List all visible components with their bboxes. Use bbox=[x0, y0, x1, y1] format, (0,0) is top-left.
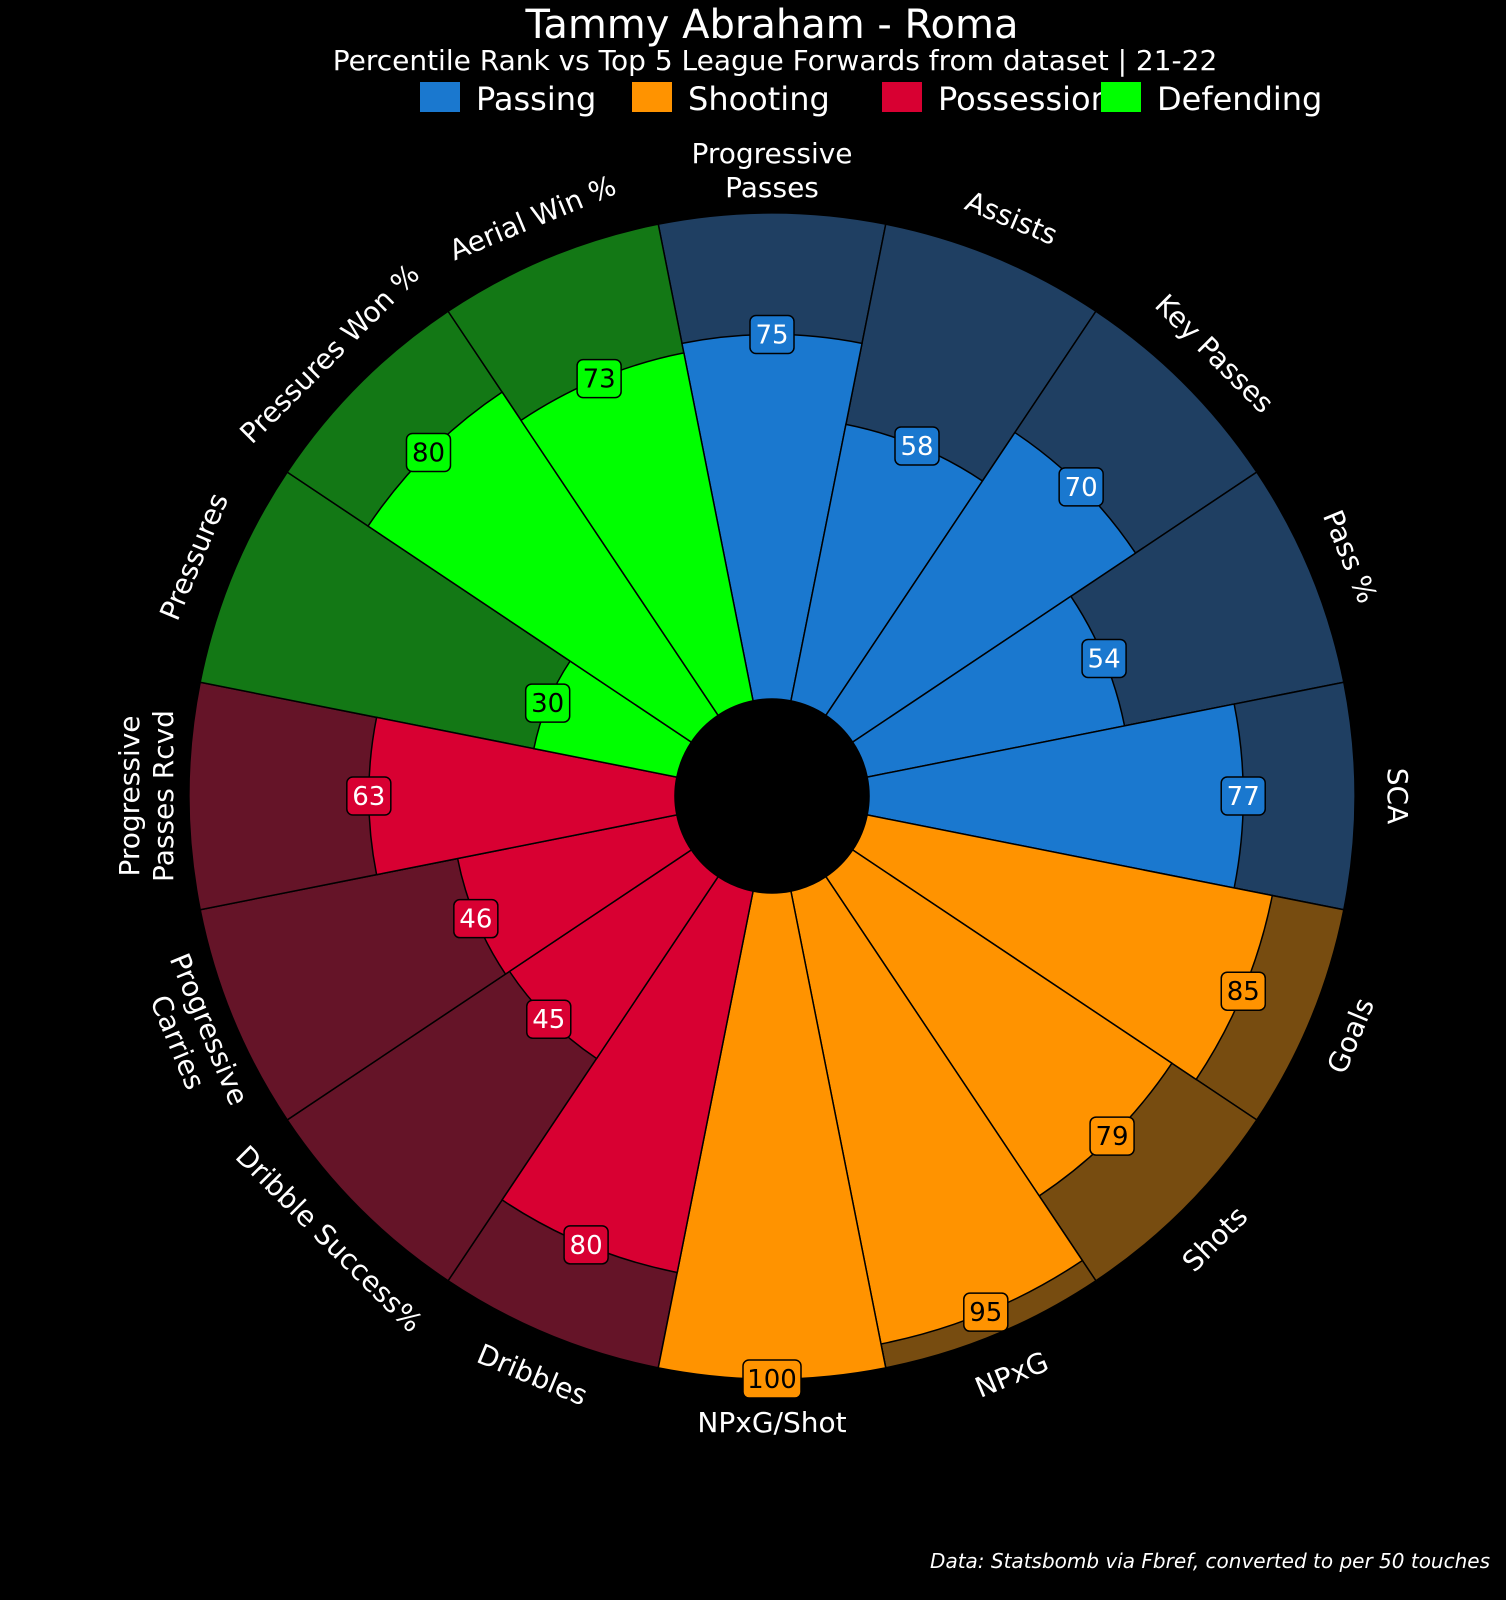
svg-text:100: 100 bbox=[747, 1365, 797, 1395]
legend-swatch bbox=[1101, 82, 1141, 112]
value-label-dribbles: 80 bbox=[563, 1225, 609, 1265]
legend-item-passing: Passing bbox=[420, 80, 596, 118]
legend-label: Passing bbox=[476, 80, 596, 118]
svg-text:63: 63 bbox=[352, 782, 385, 812]
value-label-aerial-win: 73 bbox=[576, 358, 622, 399]
svg-text:85: 85 bbox=[1227, 977, 1260, 1007]
category-label-progressive-passes-rcvd: ProgressivePasses Rcvd bbox=[113, 710, 180, 882]
category-label-goals: Goals bbox=[1321, 993, 1381, 1078]
value-label-progressive-passes-rcvd: 63 bbox=[346, 776, 392, 816]
svg-text:70: 70 bbox=[1065, 473, 1098, 503]
category-label-dribbles: Dribbles bbox=[472, 1337, 592, 1412]
category-label-npxg: NPxG bbox=[970, 1345, 1053, 1405]
category-label-sca: SCA bbox=[1381, 768, 1414, 824]
value-label-key-passes: 70 bbox=[1058, 467, 1104, 507]
legend-swatch bbox=[882, 82, 922, 112]
svg-text:30: 30 bbox=[531, 689, 564, 719]
value-label-pass: 54 bbox=[1081, 638, 1127, 679]
category-label-progressive-passes: Progressive Passes bbox=[691, 137, 852, 204]
value-label-assists: 58 bbox=[894, 426, 940, 466]
center-hole bbox=[675, 699, 869, 893]
value-label-sca: 77 bbox=[1220, 776, 1266, 816]
legend-item-possession: Possession bbox=[882, 80, 1111, 118]
svg-text:77: 77 bbox=[1227, 782, 1260, 812]
svg-text:95: 95 bbox=[969, 1298, 1002, 1328]
svg-text:45: 45 bbox=[532, 1005, 565, 1035]
chart-subtitle: Percentile Rank vs Top 5 League Forwards… bbox=[333, 44, 1218, 77]
legend-swatch bbox=[420, 82, 460, 112]
category-label-npxg-shot: NPxG/Shot bbox=[697, 1406, 846, 1439]
legend-item-defending: Defending bbox=[1101, 80, 1322, 118]
category-label-shots: Shots bbox=[1176, 1200, 1255, 1279]
svg-text:58: 58 bbox=[900, 432, 933, 462]
value-wedges bbox=[367, 333, 1274, 1380]
value-label-goals: 85 bbox=[1220, 971, 1267, 1011]
chart-caption: Data: Statsbomb via Fbref, converted to … bbox=[930, 1549, 1490, 1573]
legend-label: Defending bbox=[1157, 80, 1322, 118]
value-labels: 75 58 70 54 77 85 79 95 100 80 45 46 63 30 80 73 bbox=[346, 314, 1267, 1399]
value-label-npxg-shot: 100 bbox=[742, 1359, 802, 1399]
legend-item-shooting: Shooting bbox=[632, 80, 830, 118]
category-label-pass: Pass % bbox=[1316, 505, 1384, 608]
svg-text:75: 75 bbox=[755, 321, 788, 351]
chart-title: Tammy Abraham - Roma bbox=[525, 2, 1019, 48]
value-label-progressive-carries: 46 bbox=[453, 898, 499, 939]
legend-swatch bbox=[632, 82, 672, 112]
svg-text:80: 80 bbox=[412, 438, 445, 468]
value-label-shots: 79 bbox=[1089, 1116, 1135, 1156]
legend-label: Shooting bbox=[688, 80, 830, 118]
value-label-pressures-won: 80 bbox=[405, 432, 452, 473]
value-label-progressive-passes: 75 bbox=[749, 314, 795, 355]
value-label-dribble-success: 45 bbox=[526, 999, 572, 1039]
value-label-npxg: 95 bbox=[963, 1292, 1009, 1332]
category-label-assists: Assists bbox=[961, 184, 1063, 251]
svg-text:46: 46 bbox=[459, 905, 492, 935]
legend-label: Possession bbox=[938, 80, 1111, 118]
svg-text:80: 80 bbox=[570, 1231, 603, 1261]
svg-text:54: 54 bbox=[1088, 644, 1121, 674]
legend: Passing Shooting Possession Defending bbox=[420, 80, 1322, 118]
value-label-pressures: 30 bbox=[524, 683, 571, 723]
svg-text:73: 73 bbox=[583, 365, 616, 395]
svg-text:79: 79 bbox=[1096, 1122, 1129, 1152]
